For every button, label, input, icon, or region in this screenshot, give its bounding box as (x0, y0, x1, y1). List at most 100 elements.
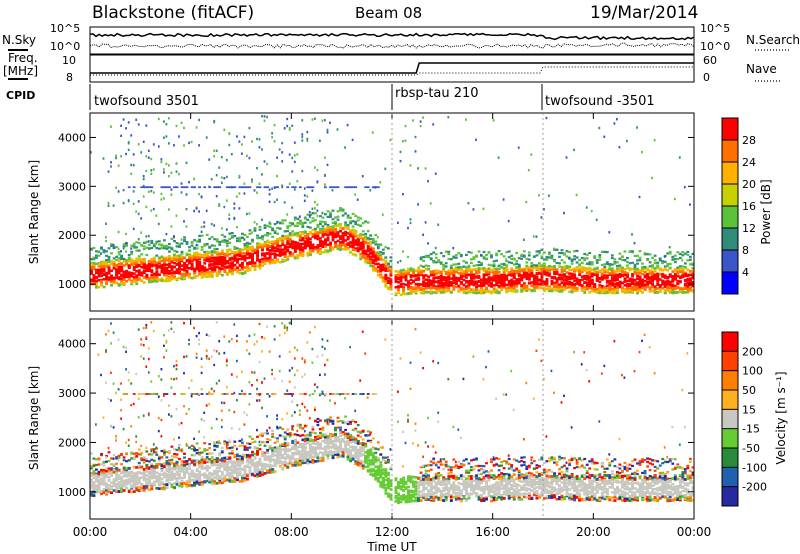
power-cell (100, 262, 103, 265)
power-cell (130, 263, 134, 266)
power-cell (331, 189, 334, 192)
power-cell (248, 246, 252, 249)
power-cell (195, 267, 199, 271)
power-cell (422, 274, 426, 278)
power-cell (437, 280, 441, 283)
power-cell (155, 277, 159, 281)
velocity-cell (102, 491, 106, 494)
power-cell (301, 236, 305, 240)
power-cell (399, 277, 403, 281)
power-cell (527, 266, 531, 269)
power-cell (170, 258, 174, 262)
power-cell (142, 281, 146, 284)
velocity-cell (125, 350, 127, 353)
power-cell (618, 266, 622, 270)
power-cell (616, 286, 619, 289)
power-cell (276, 156, 278, 159)
power-cell (366, 221, 370, 224)
power-cell (230, 153, 233, 156)
power-cell (331, 231, 335, 235)
power-cell (618, 275, 622, 279)
power-cell (638, 289, 642, 293)
power-cell (331, 221, 335, 224)
power-cell (527, 254, 531, 257)
power-cell (135, 249, 139, 252)
power-cell (369, 264, 373, 268)
power-cell (452, 256, 456, 259)
power-cell (130, 252, 134, 255)
power-cell (585, 271, 589, 274)
power-cell (241, 236, 244, 239)
power-cell (145, 253, 149, 257)
power-cell (424, 287, 428, 290)
power-cell (281, 243, 285, 246)
power-cell (510, 272, 514, 275)
power-cell (583, 274, 587, 278)
power-cell (210, 244, 214, 247)
power-cell (397, 277, 400, 280)
power-cell (492, 277, 496, 281)
power-cell (636, 277, 639, 280)
power-cell (673, 286, 677, 290)
power-cell (502, 280, 506, 283)
power-cell (100, 264, 103, 267)
power-cell (487, 284, 491, 287)
power-cell (127, 256, 131, 259)
power-cell (525, 289, 529, 292)
power-cell (359, 233, 363, 236)
power-cell (545, 256, 549, 259)
power-cell (465, 118, 467, 121)
power-cell (613, 288, 617, 292)
power-cell (356, 247, 360, 250)
power-cell (195, 255, 199, 259)
power-cell (610, 287, 614, 291)
power-cell (296, 231, 300, 235)
power-cell (608, 282, 612, 286)
power-cell (459, 272, 463, 275)
power-cell (157, 247, 161, 250)
power-cell (170, 265, 174, 268)
power-cell (429, 270, 433, 273)
power-cell (477, 289, 481, 292)
power-cell (293, 141, 296, 144)
power-cell (568, 283, 572, 286)
power-cell (354, 247, 358, 250)
power-cell (205, 136, 208, 139)
power-cell (530, 289, 534, 292)
power-cell (225, 260, 229, 263)
power-cell (402, 290, 405, 293)
power-cell (256, 243, 259, 246)
power-cell (477, 284, 481, 288)
power-cell (319, 247, 322, 251)
power-cell (480, 284, 483, 287)
power-cell (178, 242, 181, 246)
power-cell (105, 259, 108, 262)
power-cell (595, 287, 599, 291)
power-cell (344, 226, 348, 229)
power-cell (95, 268, 98, 272)
power-cell (258, 267, 262, 270)
velocity-cell (107, 478, 111, 482)
power-cell (152, 143, 155, 146)
power-cell (510, 267, 514, 270)
power-cell (538, 282, 541, 285)
power-cell (387, 262, 390, 265)
velocity-cell (120, 382, 122, 385)
power-cell (200, 276, 204, 279)
power-cell (487, 276, 491, 279)
power-cell (168, 277, 171, 280)
power-cell (616, 288, 619, 292)
power-cell (550, 282, 554, 286)
power-cell (439, 279, 443, 283)
power-cell (215, 240, 219, 243)
power-cell (507, 256, 511, 259)
power-cell (268, 188, 271, 191)
power-cell (283, 252, 287, 256)
power-cell (628, 268, 632, 272)
velocity-cell (92, 494, 96, 497)
power-cell (457, 268, 461, 271)
power-cell (389, 268, 393, 271)
power-cell (532, 274, 536, 277)
power-cell (427, 282, 431, 285)
power-cell (651, 256, 654, 259)
